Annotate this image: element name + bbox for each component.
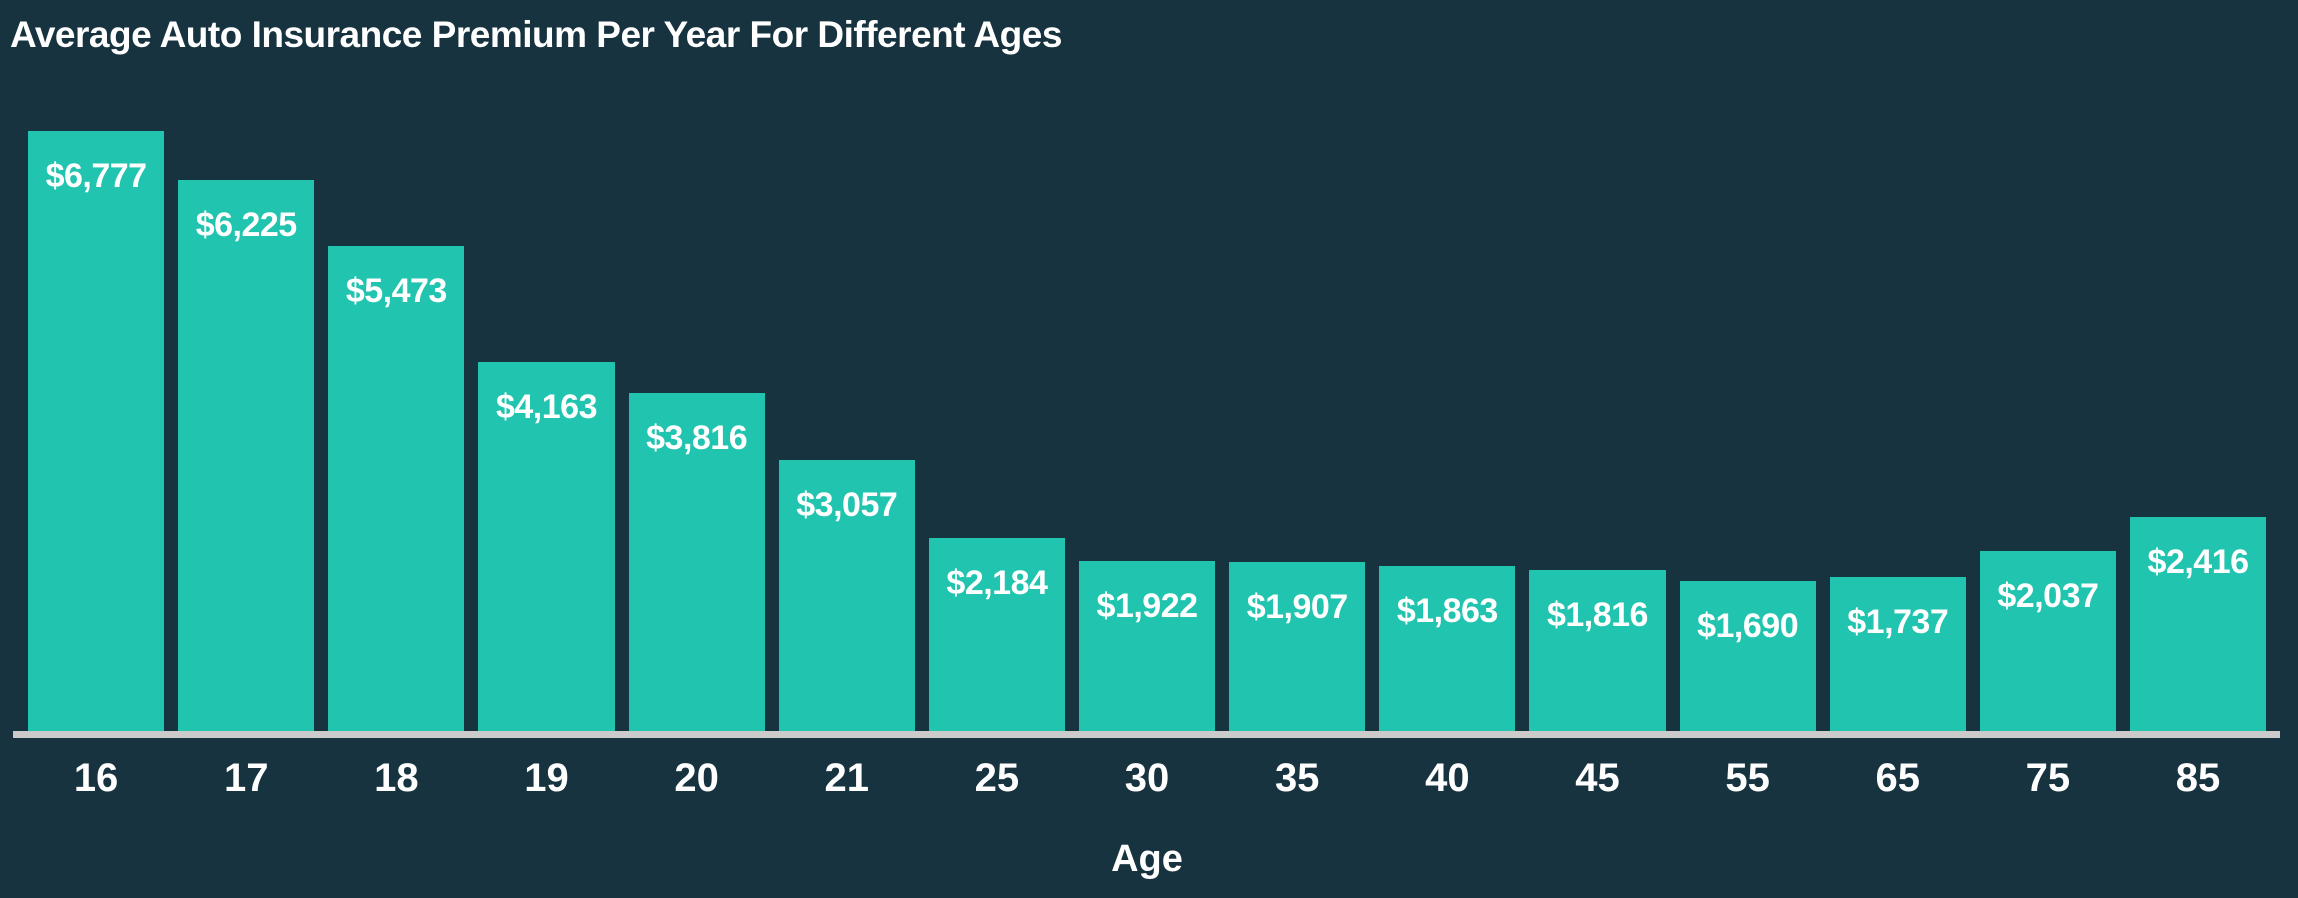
bar: $2,037	[1979, 551, 2116, 731]
bar-value-label: $6,225	[195, 206, 298, 244]
bar-value-label: $2,416	[2147, 543, 2250, 581]
bar: $1,690	[1679, 581, 1816, 731]
bar: $3,057	[778, 460, 915, 731]
bar: $5,473	[328, 246, 465, 731]
bar-value-label: $1,863	[1396, 592, 1499, 630]
plot-area: $6,777 $6,225 $5,473 $4,163 $3,816 $3,057 $2,1…	[28, 0, 2267, 731]
bar: $1,922	[1078, 561, 1216, 731]
x-tick-label: 19	[524, 756, 569, 800]
bar-value-label: $2,037	[1997, 577, 2099, 615]
bar-value-label: $1,922	[1096, 587, 1199, 625]
bar-value-label: $3,816	[646, 419, 748, 457]
bar-value-label: $1,907	[1246, 588, 1349, 626]
x-tick-label: 35	[1274, 756, 1320, 800]
x-tick-label: 65	[1875, 756, 1921, 800]
x-axis-ticks: 16 17 18 19 20 21 25 30 35 40 45 55 65 75 85	[28, 756, 2266, 801]
bar: $2,416	[2129, 517, 2267, 731]
x-tick-label: 20	[674, 756, 719, 800]
bar: $1,907	[1229, 562, 1366, 731]
x-tick-label: 25	[974, 756, 1020, 800]
bar: $6,225	[178, 180, 315, 731]
x-tick-label: 55	[1725, 756, 1770, 800]
bar-value-label: $6,777	[45, 157, 148, 195]
x-tick-label: 18	[374, 756, 419, 800]
x-tick-label: 40	[1425, 756, 1470, 800]
x-tick-label: 17	[223, 756, 269, 800]
bar: $1,737	[1829, 577, 1966, 731]
bar: $6,777	[28, 131, 165, 731]
x-tick-label: 85	[2175, 756, 2221, 800]
bar-value-label: $3,057	[796, 486, 898, 524]
bar: $1,816	[1529, 570, 1666, 731]
bar-value-label: $4,163	[495, 388, 598, 426]
bar-value-label: $1,816	[1546, 596, 1649, 634]
x-axis-title: Age	[1111, 838, 1183, 880]
bar-value-label: $2,184	[946, 564, 1048, 602]
x-tick-label: 75	[2025, 756, 2071, 800]
bar: $3,816	[628, 393, 765, 731]
bar-value-label: $5,473	[345, 272, 448, 310]
chart-title: Average Auto Insurance Premium Per Year …	[10, 14, 1062, 55]
bar-value-label: $1,737	[1847, 603, 1949, 641]
bar-value-label: $1,690	[1697, 607, 1799, 645]
bar: $4,163	[478, 362, 615, 731]
x-tick-label: 45	[1575, 756, 1620, 800]
x-axis-line	[13, 731, 2280, 738]
bar: $2,184	[928, 538, 1065, 731]
x-tick-label: 16	[73, 756, 119, 800]
bar: $1,863	[1379, 566, 1516, 731]
x-tick-label: 21	[824, 756, 870, 800]
x-tick-label: 30	[1124, 756, 1170, 800]
